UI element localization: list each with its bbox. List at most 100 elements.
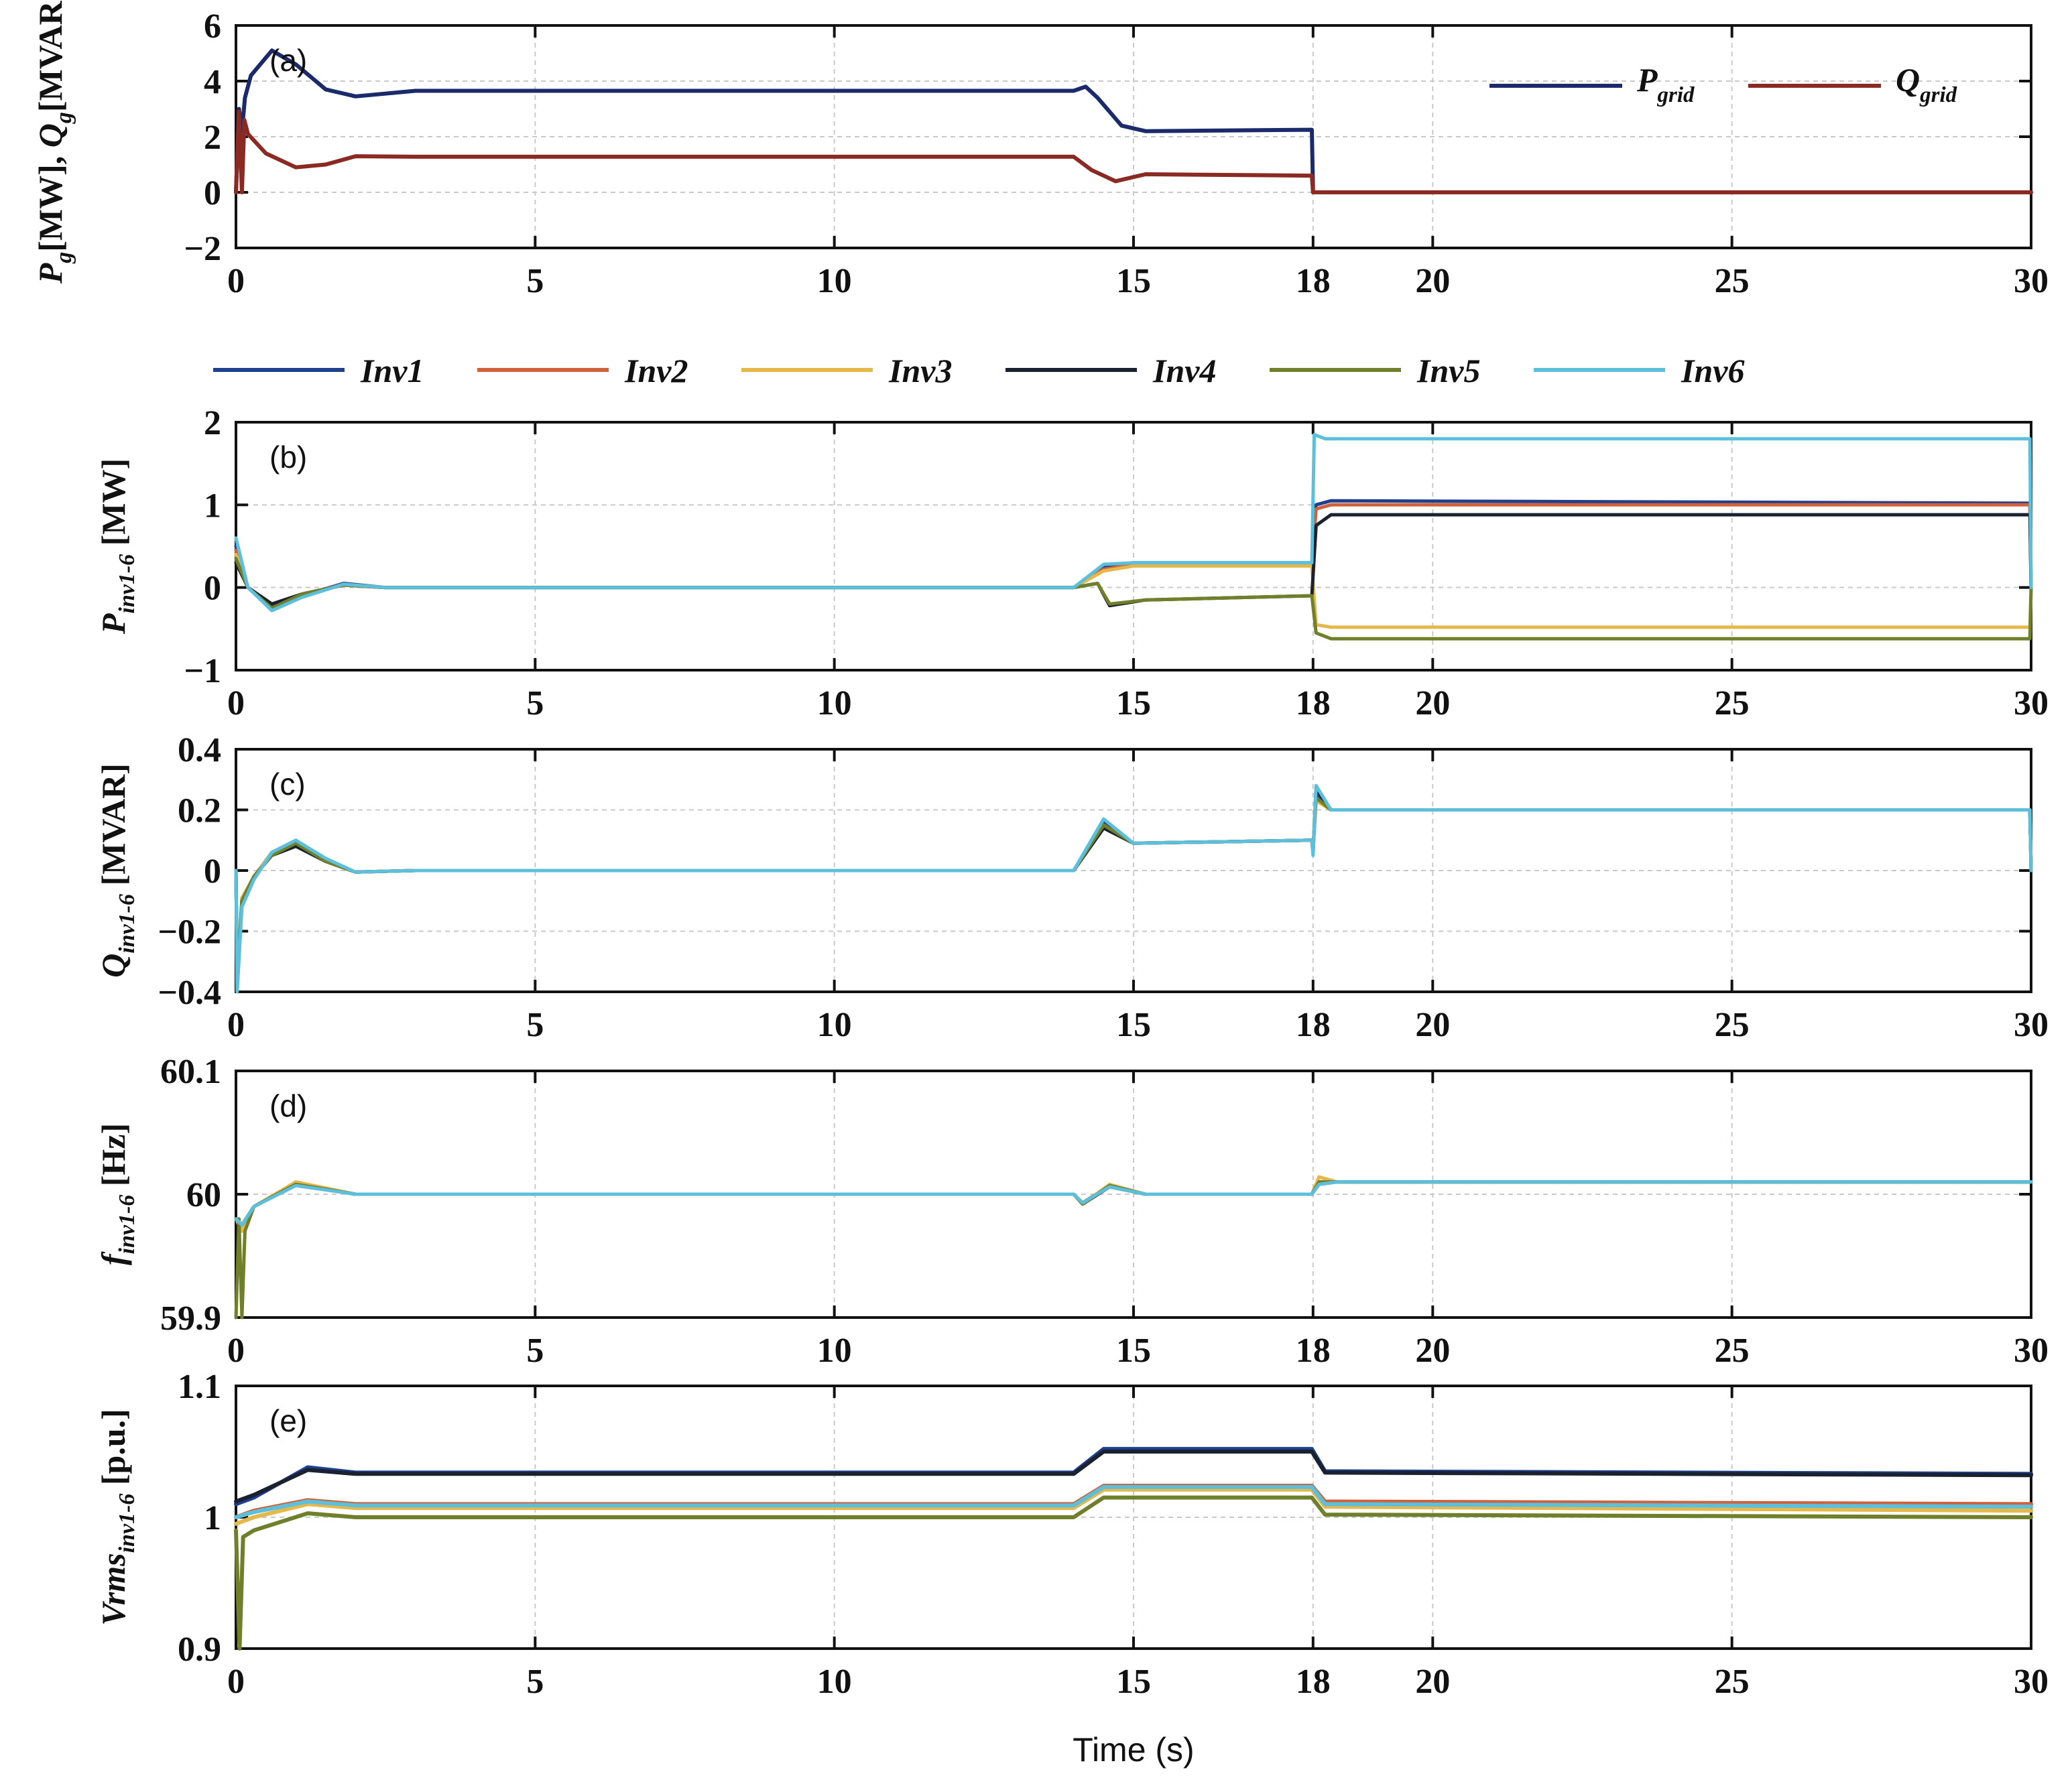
legend-label-main: P (1636, 61, 1658, 99)
legend-label-inv3: Inv3 (888, 352, 952, 389)
y-tick-label: 0 (204, 174, 221, 212)
y-axis-label: Vrmsinv1-6 [p.u.] (95, 1409, 139, 1626)
x-tick-label: 5 (526, 1663, 544, 1701)
series-inv6 (234, 1484, 2033, 1519)
legend-label-p-grid: Pgrid (1636, 61, 1695, 107)
y-axis-label-spacer (32, 147, 69, 156)
y-tick-label: −0.4 (158, 974, 221, 1012)
y-tick-label: 1 (204, 487, 221, 525)
y-tick-label: 0.4 (178, 731, 221, 769)
y-axis-label-part: [p.u.] (95, 1409, 132, 1485)
x-tick-label: 30 (2014, 684, 2049, 722)
y-tick-label: 1 (204, 1499, 221, 1537)
y-axis-label-part: Q (95, 954, 132, 978)
x-tick-label: 10 (817, 262, 852, 300)
y-tick-label: 0.2 (178, 792, 221, 830)
y-tick-label: −1 (184, 652, 221, 690)
y-tick-label: −2 (184, 230, 221, 268)
y-axis-label: Pg[MW], Qg[MVAR] (32, 0, 76, 284)
legend-label-inv5: Inv5 (1416, 352, 1480, 389)
legend-label-sub: grid (1657, 83, 1695, 107)
legend-label-q-grid: Qgrid (1896, 61, 1957, 107)
x-tick-label: 25 (1715, 1332, 1750, 1370)
x-tick-label: 18 (1296, 1006, 1331, 1044)
series-inv5 (234, 557, 2033, 641)
x-tick-label: 15 (1116, 1332, 1151, 1370)
x-tick-label: 10 (817, 1006, 852, 1044)
y-axis-label-part: inv1-6 (115, 554, 139, 614)
series-p-grid (234, 48, 2033, 194)
legend-grid: Pgrid Qgrid (1489, 61, 1957, 107)
x-tick-label: 15 (1116, 1006, 1151, 1044)
series-q-grid (234, 109, 2033, 194)
x-tick-label: 30 (2014, 262, 2049, 300)
y-axis-label-spacer (95, 1186, 132, 1195)
series-inv6 (234, 783, 2033, 994)
y-axis-label-part: inv1-6 (115, 1494, 139, 1553)
legend-label-inv4: Inv4 (1152, 352, 1216, 389)
y-axis-label-part: [MW] (95, 458, 132, 546)
y-tick-label: 60.1 (160, 1053, 221, 1091)
y-tick-label: 1.1 (178, 1368, 221, 1406)
x-tick-label: 20 (1415, 1332, 1450, 1370)
legend-label-inv6: Inv6 (1681, 352, 1744, 389)
x-tick-label: 10 (817, 1663, 852, 1701)
y-axis-label-part: g (52, 252, 76, 264)
x-tick-label: 25 (1715, 262, 1750, 300)
legend-label-inv1: Inv1 (360, 352, 424, 389)
x-tick-label: 20 (1415, 684, 1450, 722)
y-axis-label-part: f (95, 1251, 132, 1265)
x-tick-label: 18 (1296, 684, 1331, 722)
x-tick-label: 0 (227, 262, 245, 300)
x-tick-label: 5 (526, 262, 544, 300)
y-tick-label: 2 (204, 404, 221, 442)
y-axis-label-spacer (95, 1485, 132, 1494)
y-tick-label: 4 (204, 63, 221, 101)
x-tick-label: 20 (1415, 262, 1450, 300)
y-tick-label: 59.9 (160, 1299, 221, 1338)
x-axis-label: Time (s) (1073, 1731, 1194, 1769)
panel-e: 0 5 10 15 18 20 25 30 0.9 1 1.1 (e) Vrmsinv1-6 [p.u.… (95, 1368, 2049, 1769)
series-inv6 (234, 433, 2033, 613)
legend-label-sub: grid (1919, 83, 1957, 107)
y-tick-label: 2 (204, 119, 221, 157)
y-axis-label-part: [Hz] (95, 1123, 132, 1186)
y-axis-label: Qinv1-6 [MVAR] (95, 763, 139, 978)
panel-tag: (b) (269, 440, 307, 474)
y-axis-label-part: [MW], (32, 156, 69, 252)
x-tick-label: 18 (1296, 262, 1331, 300)
x-tick-label: 20 (1415, 1006, 1450, 1044)
legend-label-main: Q (1896, 61, 1920, 99)
x-tick-label: 20 (1415, 1663, 1450, 1701)
x-tick-label: 18 (1296, 1332, 1331, 1370)
panel-tag: (d) (269, 1088, 307, 1123)
x-tick-label: 25 (1715, 684, 1750, 722)
y-axis-label-part: inv1-6 (115, 894, 139, 954)
series-inv5 (234, 1495, 2033, 1651)
y-axis-label-part: Vrms (95, 1553, 132, 1625)
y-axis-label-part: P (32, 263, 69, 284)
y-axis-label: Pinv1-6 [MW] (95, 458, 139, 635)
y-axis-label-part: g (52, 112, 76, 124)
x-tick-label: 30 (2014, 1332, 2049, 1370)
x-tick-label: 5 (526, 684, 544, 722)
x-tick-label: 15 (1116, 1663, 1151, 1701)
x-tick-label: 30 (2014, 1663, 2049, 1701)
y-axis-label-part: [MVAR] (95, 763, 132, 885)
x-tick-label: 30 (2014, 1006, 2049, 1044)
y-tick-label: 0 (204, 570, 221, 608)
panel-c: 0 5 10 15 18 20 25 30 −0.4 −0.2 0 0.2 0.4 (c) Qinv1-6 … (95, 731, 2049, 1044)
legend-label-inv2: Inv2 (624, 352, 688, 389)
y-axis-label-part: [MVAR] (32, 0, 69, 112)
x-tick-label: 10 (817, 1332, 852, 1370)
x-tick-label: 10 (817, 684, 852, 722)
panel-tag: (a) (269, 43, 307, 78)
y-axis-label-spacer (95, 885, 132, 894)
y-axis-label: finv1-6 [Hz] (95, 1123, 139, 1265)
panel-d: 0 5 10 15 18 20 25 30 59.9 60 60.1 (d) finv1-6 [Hz] (95, 1053, 2049, 1370)
panel-tag: (e) (269, 1403, 307, 1438)
y-tick-label: 0.9 (178, 1630, 221, 1669)
y-axis-label-part: inv1-6 (115, 1195, 139, 1255)
